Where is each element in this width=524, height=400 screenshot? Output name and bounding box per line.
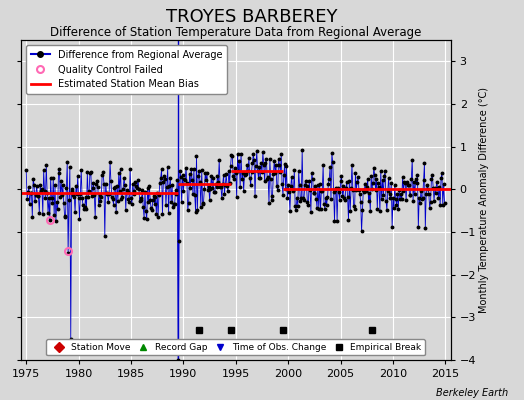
Y-axis label: Monthly Temperature Anomaly Difference (°C): Monthly Temperature Anomaly Difference (… [479, 87, 489, 313]
Title: Difference of Station Temperature Data from Regional Average: Difference of Station Temperature Data f… [50, 26, 421, 39]
Text: Berkeley Earth: Berkeley Earth [436, 388, 508, 398]
Legend: Station Move, Record Gap, Time of Obs. Change, Empirical Break: Station Move, Record Gap, Time of Obs. C… [47, 339, 425, 356]
Text: TROYES BARBEREY: TROYES BARBEREY [166, 8, 337, 26]
